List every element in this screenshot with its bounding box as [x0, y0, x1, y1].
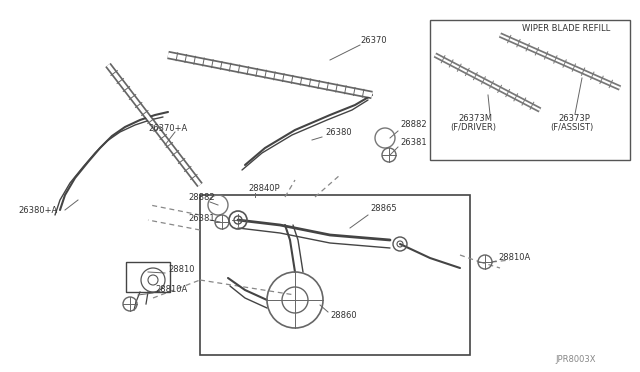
Bar: [200, 195, 470, 355]
Text: (F/DRIVER): (F/DRIVER): [450, 122, 496, 131]
Text: 28882: 28882: [400, 119, 427, 128]
Text: 26373M: 26373M: [458, 113, 492, 122]
Text: 28810: 28810: [168, 266, 195, 275]
Text: 28865: 28865: [370, 203, 397, 212]
Bar: [430, 20, 630, 160]
Text: 26380+A: 26380+A: [18, 205, 57, 215]
Text: 28860: 28860: [330, 311, 356, 320]
Text: 28810A: 28810A: [498, 253, 531, 263]
Text: (F/ASSIST): (F/ASSIST): [550, 122, 593, 131]
Text: 26380: 26380: [325, 128, 351, 137]
Text: 26373P: 26373P: [558, 113, 590, 122]
Text: 26370+A: 26370+A: [148, 124, 188, 132]
Text: 26381: 26381: [188, 214, 214, 222]
Text: 28882: 28882: [188, 192, 214, 202]
Bar: [126, 262, 170, 292]
Text: 28810A: 28810A: [155, 285, 188, 295]
Text: JPR8003X: JPR8003X: [555, 356, 595, 365]
Text: 26381: 26381: [400, 138, 427, 147]
Text: WIPER BLADE REFILL: WIPER BLADE REFILL: [522, 23, 611, 32]
Text: 28840P: 28840P: [248, 183, 280, 192]
Text: 26370: 26370: [360, 35, 387, 45]
